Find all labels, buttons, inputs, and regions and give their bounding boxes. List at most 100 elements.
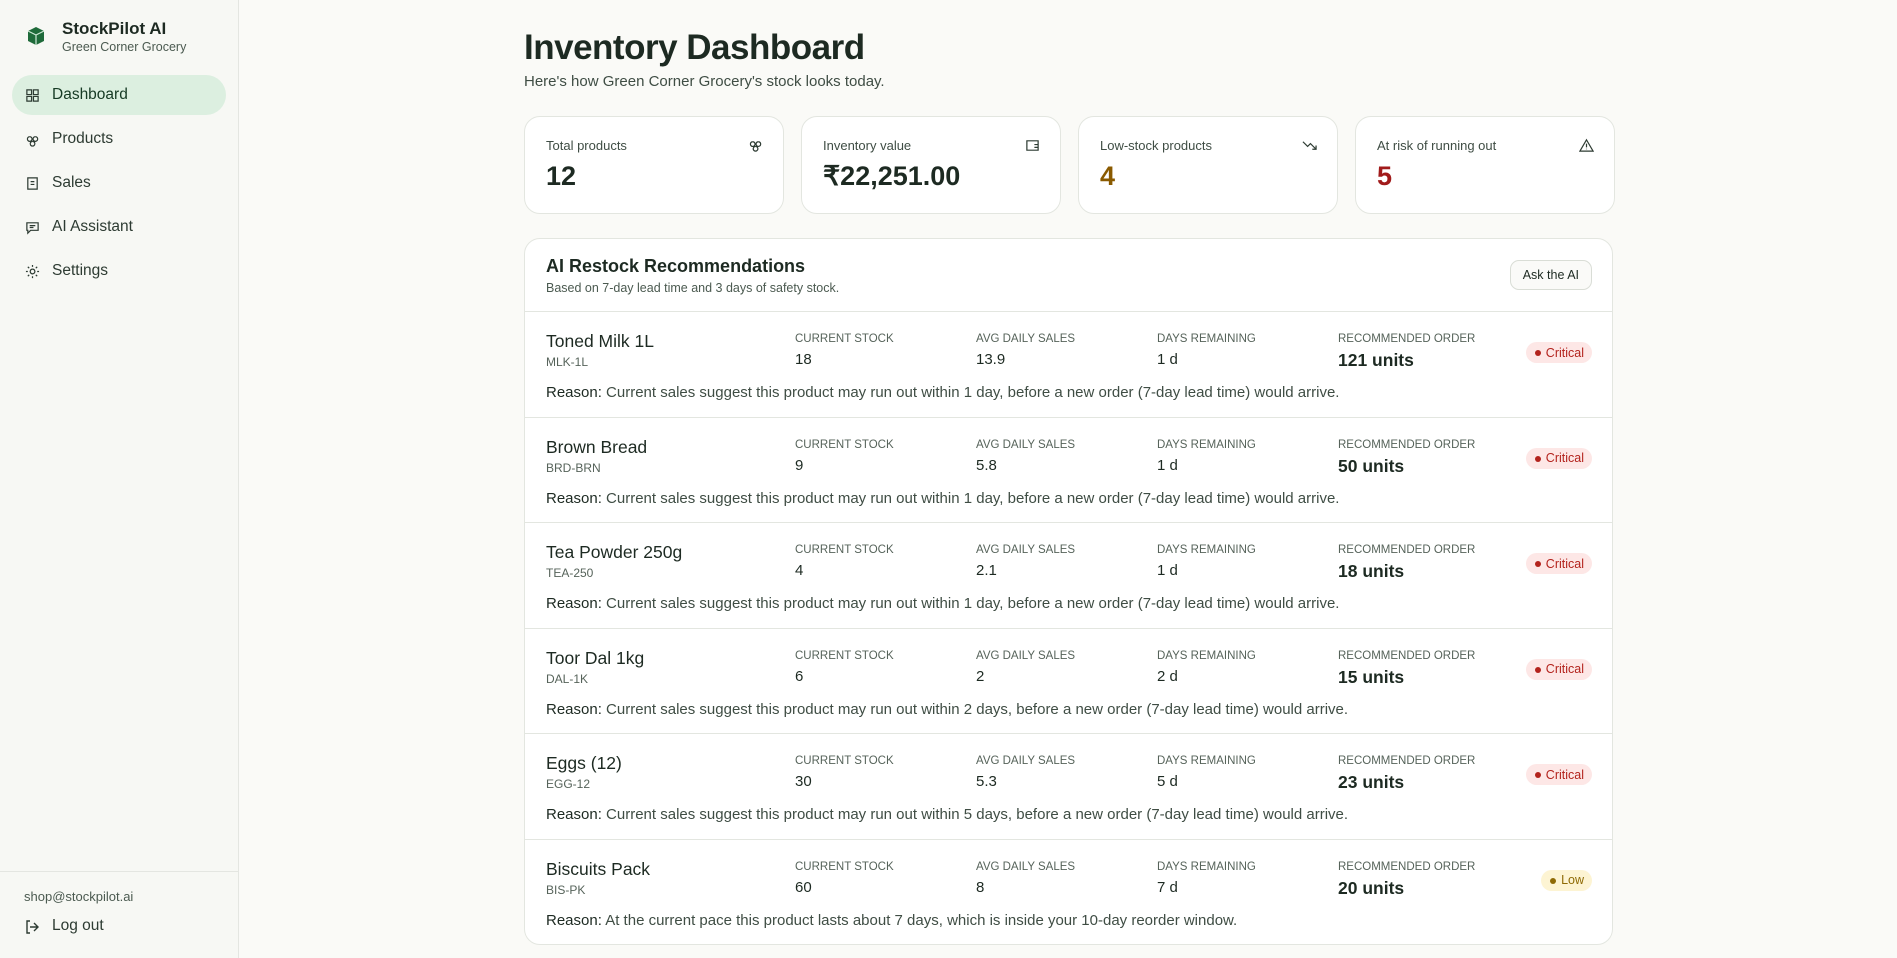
sku: BRD-BRN — [546, 460, 601, 475]
stat-label: Total products — [546, 138, 627, 153]
metric: AVG DAILY SALES 5.8 — [976, 439, 1075, 474]
metric-label: RECOMMENDED ORDER — [1338, 755, 1476, 767]
metric-label: DAYS REMAINING — [1157, 438, 1256, 451]
reason-label: Reason: — [546, 911, 602, 929]
status-badge: Critical — [1525, 447, 1592, 469]
metric-label: RECOMMENDED ORDER — [1338, 544, 1476, 556]
metric-value: 8 — [976, 878, 985, 896]
status-badge: Low — [1541, 869, 1592, 891]
metric-label: RECOMMENDED ORDER — [1338, 860, 1476, 873]
icon — [26, 89, 39, 102]
stat-value: ₹22,251.00 — [823, 161, 961, 191]
product-name: Brown Bread — [546, 436, 648, 457]
stats: Total products 12 Inventory value ₹22,251.0… — [524, 116, 1615, 214]
metric: AVG DAILY SALES 2.1 — [976, 544, 1075, 579]
metric-value: 2.1 — [976, 562, 997, 579]
status-badge: Critical — [1525, 764, 1592, 785]
reason-label: Reason: — [546, 806, 602, 823]
metric-value: 20 units — [1338, 877, 1405, 898]
reason-text: Current sales suggest this product may r… — [606, 595, 1340, 612]
page-title: Inventory Dashboard — [524, 28, 865, 67]
metric-value: 13.9 — [976, 351, 1006, 368]
reason: Reason: Current sales suggest this produ… — [546, 701, 1348, 718]
ask-ai-button[interactable]: Ask the AI — [1509, 260, 1592, 290]
metric-value: 7 d — [1157, 878, 1178, 896]
nav-item[interactable]: Sales — [12, 163, 226, 203]
metric: RECOMMENDED ORDER 23 units — [1338, 755, 1475, 793]
reason-text: Current sales suggest this product may r… — [606, 489, 1340, 507]
metric-value: 2 — [976, 667, 985, 685]
metric: AVG DAILY SALES 13.9 — [976, 333, 1075, 368]
icon — [749, 141, 762, 152]
brand: StockPilot AI — [62, 19, 167, 38]
metric-value: 1 d — [1157, 456, 1178, 474]
metric: DAYS REMAINING 5 d — [1157, 755, 1256, 790]
metric: CURRENT STOCK 4 — [795, 544, 894, 579]
metric: CURRENT STOCK 30 — [795, 755, 894, 790]
status-badge: Critical — [1525, 553, 1592, 574]
metric-label: RECOMMENDED ORDER — [1338, 333, 1476, 345]
page-subtitle: Here's how Green Corner Grocery's stock … — [524, 73, 885, 90]
divider — [0, 871, 238, 872]
metric-label: AVG DAILY SALES — [976, 649, 1076, 662]
product-name: Biscuits Pack — [546, 858, 651, 879]
rec-row: Biscuits Pack BIS-PK CURRENT STOCK 60 AVG DA… — [525, 840, 1612, 945]
stat-card: Inventory value ₹22,251.00 — [801, 116, 1061, 214]
metric-label: DAYS REMAINING — [1157, 755, 1256, 767]
rec-row: Toned Milk 1L MLK-1L CURRENT STOCK 18 AVG DA… — [525, 312, 1612, 418]
sidebar: StockPilot AI Green Corner Grocery Dashb… — [0, 0, 239, 958]
metric-value: 4 — [795, 562, 804, 579]
rec-row: Brown Bread BRD-BRN CURRENT STOCK 9 AVG DAIL… — [525, 418, 1612, 523]
metric: CURRENT STOCK 6 — [795, 650, 894, 685]
metric-value: 2 d — [1157, 667, 1178, 685]
stat-card: Total products 12 — [524, 116, 784, 214]
metric-value: 9 — [795, 456, 804, 474]
icon — [1579, 138, 1594, 152]
icon — [26, 136, 39, 147]
reason-label: Reason: — [546, 384, 602, 401]
metric-value: 60 — [795, 878, 812, 896]
metric-label: CURRENT STOCK — [795, 544, 894, 556]
metric-label: DAYS REMAINING — [1157, 333, 1256, 345]
reason-text: At the current pace this product lasts a… — [605, 911, 1238, 929]
icon — [1026, 140, 1039, 151]
metric: DAYS REMAINING 2 d — [1157, 650, 1256, 685]
metric-label: DAYS REMAINING — [1157, 860, 1256, 873]
nav-item[interactable]: Products — [12, 119, 226, 159]
metric-label: AVG DAILY SALES — [976, 544, 1076, 556]
stat-value: 12 — [546, 161, 577, 191]
sku: EGG-12 — [546, 777, 591, 791]
icon — [27, 177, 38, 190]
metric-label: AVG DAILY SALES — [976, 438, 1076, 451]
metric-label: DAYS REMAINING — [1157, 544, 1256, 556]
icon — [25, 264, 40, 279]
metric-value: 23 units — [1338, 772, 1405, 792]
recommendations: AI Restock Recommendations Based on 7-da… — [524, 238, 1613, 945]
metric: RECOMMENDED ORDER 20 units — [1338, 861, 1475, 899]
icon — [1302, 141, 1317, 150]
logout[interactable]: Log out — [52, 917, 104, 934]
metric-value: 18 — [795, 351, 812, 368]
nav-item[interactable]: Settings — [12, 251, 226, 291]
metric-label: AVG DAILY SALES — [976, 860, 1076, 873]
metric: DAYS REMAINING 1 d — [1157, 439, 1256, 474]
nav-item[interactable]: Dashboard — [12, 75, 226, 115]
reason: Reason: Current sales suggest this produ… — [546, 595, 1339, 612]
rec-row: Toor Dal 1kg DAL-1K CURRENT STOCK 6 AVG DAIL… — [525, 629, 1612, 734]
stat-card: Low-stock products 4 — [1078, 116, 1338, 214]
reason-text: Current sales suggest this product may r… — [606, 700, 1349, 718]
reason: Reason: Current sales suggest this produ… — [546, 384, 1339, 401]
metric: AVG DAILY SALES 5.3 — [976, 755, 1075, 790]
metric-value: 121 units — [1338, 350, 1414, 370]
metric-value: 5 d — [1157, 773, 1178, 790]
metric: DAYS REMAINING 1 d — [1157, 333, 1256, 368]
stat-label: Inventory value — [823, 138, 912, 153]
metric-label: AVG DAILY SALES — [976, 333, 1076, 345]
stat-value: 5 — [1377, 161, 1393, 191]
metric-label: CURRENT STOCK — [795, 438, 894, 451]
metric: CURRENT STOCK 18 — [795, 333, 894, 368]
nav-item[interactable]: AI Assistant — [12, 207, 226, 247]
email: shop@stockpilot.ai — [24, 889, 134, 904]
product-name: Tea Powder 250g — [546, 542, 683, 562]
